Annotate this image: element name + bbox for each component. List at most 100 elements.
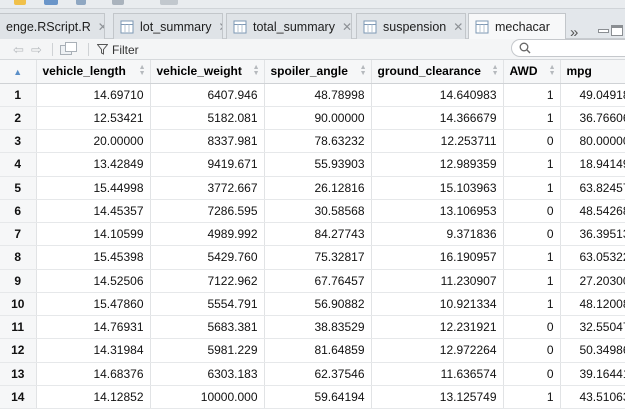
cell-vehicle-weight[interactable]: 9419.671 [150,152,265,177]
cell-vehicle-length[interactable]: 14.52506 [36,269,151,293]
cell-vehicle-weight[interactable]: 5182.081 [150,106,265,131]
close-icon[interactable]: ✕ [453,19,464,34]
cell-ground-clearance[interactable]: 15.103963 [371,176,504,200]
tab-mechacar[interactable]: mechacar [468,13,566,40]
go-to-file-icon[interactable] [112,0,124,5]
cell-row-index[interactable]: 7 [0,222,37,247]
tab-overflow-chevron-icon[interactable]: » [570,24,578,41]
search-input[interactable] [535,42,615,54]
close-icon[interactable]: ✕ [219,21,222,33]
row-index-header[interactable]: ▲ [0,60,37,84]
back-arrow-icon[interactable]: ⇦ [13,42,24,57]
close-icon[interactable]: ✕ [341,19,352,34]
cell-ground-clearance[interactable]: 12.253711 [371,129,504,154]
cell-awd[interactable]: 1 [503,152,561,177]
cell-vehicle-weight[interactable]: 5683.381 [150,315,265,340]
close-icon[interactable]: ✕ [98,21,104,33]
cell-spoiler-angle[interactable]: 38.83529 [264,315,372,340]
cell-awd[interactable]: 1 [503,292,561,317]
cell-vehicle-length[interactable]: 14.12852 [36,385,151,410]
cell-mpg[interactable]: 80.00000 [560,129,625,154]
cell-vehicle-length[interactable]: 14.69710 [36,83,151,107]
cell-row-index[interactable]: 5 [0,176,37,200]
cell-mpg[interactable]: 18.94149 [560,152,625,177]
cell-ground-clearance[interactable]: 16.190957 [371,245,504,270]
cell-ground-clearance[interactable]: 11.636574 [371,362,504,386]
cell-spoiler-angle[interactable]: 30.58568 [264,199,372,224]
cell-vehicle-length[interactable]: 20.00000 [36,129,151,154]
cell-mpg[interactable]: 32.55047 [560,315,625,340]
cell-mpg[interactable]: 43.51063 [560,385,625,410]
cell-vehicle-weight[interactable]: 6303.183 [150,362,265,386]
cell-mpg[interactable]: 63.05322 [560,245,625,270]
cell-row-index[interactable]: 12 [0,338,37,363]
tab-total-summary[interactable]: total_summary ✕ [226,13,352,39]
column-header-awd[interactable]: AWD ▲ ▼ [503,60,561,84]
cell-row-index[interactable]: 11 [0,315,37,340]
column-header-spoiler-angle[interactable]: spoiler_angle ▲ ▼ [264,60,372,84]
cell-spoiler-angle[interactable]: 56.90882 [264,292,372,317]
tab-suspension[interactable]: suspension ✕ [356,13,466,39]
cell-mpg[interactable]: 49.04918 [560,83,625,107]
cell-vehicle-length[interactable]: 14.31984 [36,338,151,363]
cell-mpg[interactable]: 50.34986 [560,338,625,363]
cell-mpg[interactable]: 39.16441 [560,362,625,386]
cell-vehicle-weight[interactable]: 7122.962 [150,269,265,293]
cell-vehicle-weight[interactable]: 3772.667 [150,176,265,200]
cell-row-index[interactable]: 6 [0,199,37,224]
cell-mpg[interactable]: 27.20300 [560,269,625,293]
cell-spoiler-angle[interactable]: 84.27743 [264,222,372,247]
cell-spoiler-angle[interactable]: 75.32817 [264,245,372,270]
cell-ground-clearance[interactable]: 13.106953 [371,199,504,224]
column-header-mpg[interactable]: mpg▲▼ [560,60,625,84]
cell-mpg[interactable]: 63.82457 [560,176,625,200]
cell-awd[interactable]: 1 [503,385,561,410]
cell-ground-clearance[interactable]: 12.231921 [371,315,504,340]
cell-awd[interactable]: 1 [503,83,561,107]
cell-ground-clearance[interactable]: 14.640983 [371,83,504,107]
cell-vehicle-weight[interactable]: 10000.000 [150,385,265,410]
cell-awd[interactable]: 0 [503,199,561,224]
cell-vehicle-length[interactable]: 15.44998 [36,176,151,200]
column-header-vehicle-weight[interactable]: vehicle_weight ▲ ▼ [150,60,265,84]
cell-row-index[interactable]: 3 [0,129,37,154]
cell-awd[interactable]: 0 [503,315,561,340]
cell-spoiler-angle[interactable]: 48.78998 [264,83,372,107]
cell-vehicle-length[interactable]: 14.10599 [36,222,151,247]
cell-row-index[interactable]: 1 [0,83,37,107]
cell-ground-clearance[interactable]: 12.989359 [371,152,504,177]
cell-vehicle-weight[interactable]: 8337.981 [150,129,265,154]
cell-vehicle-weight[interactable]: 5429.760 [150,245,265,270]
cell-vehicle-length[interactable]: 12.53421 [36,106,151,131]
cell-ground-clearance[interactable]: 9.371836 [371,222,504,247]
cell-vehicle-weight[interactable]: 5981.229 [150,338,265,363]
cell-vehicle-length[interactable]: 14.76931 [36,315,151,340]
cell-mpg[interactable]: 36.39513 [560,222,625,247]
cell-mpg[interactable]: 48.12008 [560,292,625,317]
cell-vehicle-weight[interactable]: 5554.791 [150,292,265,317]
cell-mpg[interactable]: 36.76606 [560,106,625,131]
show-in-window-icon[interactable] [60,42,78,57]
cell-vehicle-length[interactable]: 15.47860 [36,292,151,317]
cell-spoiler-angle[interactable]: 55.93903 [264,152,372,177]
forward-arrow-icon[interactable]: ⇨ [31,42,42,57]
cell-spoiler-angle[interactable]: 81.64859 [264,338,372,363]
cell-row-index[interactable]: 4 [0,152,37,177]
cell-row-index[interactable]: 10 [0,292,37,317]
cell-mpg[interactable]: 48.54268 [560,199,625,224]
open-folder-icon[interactable] [14,0,26,5]
cell-awd[interactable]: 0 [503,362,561,386]
cell-row-index[interactable]: 13 [0,362,37,386]
maximize-pane-icon[interactable] [611,25,623,36]
cell-ground-clearance[interactable]: 13.125749 [371,385,504,410]
column-header-ground-clearance[interactable]: ground_clearance ▲ ▼ [371,60,504,84]
cell-awd[interactable]: 0 [503,222,561,247]
cell-vehicle-weight[interactable]: 6407.946 [150,83,265,107]
cell-ground-clearance[interactable]: 12.972264 [371,338,504,363]
cell-spoiler-angle[interactable]: 90.00000 [264,106,372,131]
column-header-vehicle-length[interactable]: vehicle_length ▲ ▼ [36,60,151,84]
cell-vehicle-length[interactable]: 14.68376 [36,362,151,386]
cell-row-index[interactable]: 9 [0,269,37,293]
cell-vehicle-length[interactable]: 14.45357 [36,199,151,224]
cell-row-index[interactable]: 8 [0,245,37,270]
